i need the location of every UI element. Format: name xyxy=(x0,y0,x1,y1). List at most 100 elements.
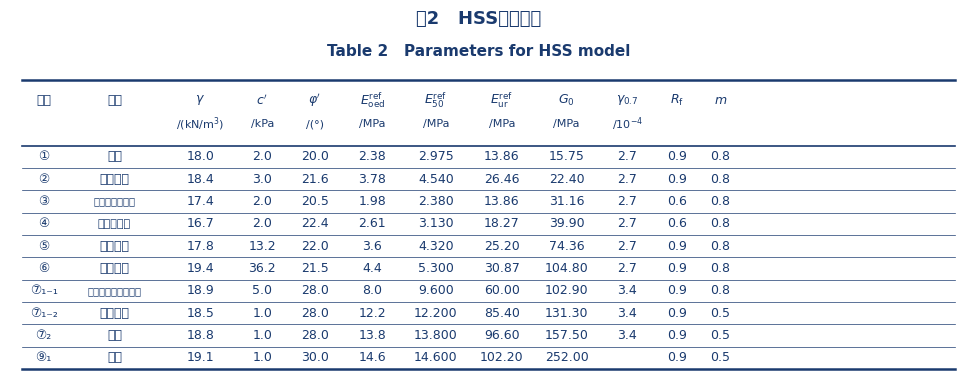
Text: 60.00: 60.00 xyxy=(484,284,520,297)
Text: 30.87: 30.87 xyxy=(484,262,520,275)
Text: 4.320: 4.320 xyxy=(418,240,454,253)
Text: 0.9: 0.9 xyxy=(668,307,688,320)
Text: 13.2: 13.2 xyxy=(248,240,276,253)
Text: 17.8: 17.8 xyxy=(186,240,214,253)
Text: 0.8: 0.8 xyxy=(711,284,731,297)
Text: ①: ① xyxy=(38,150,50,163)
Text: 17.4: 17.4 xyxy=(186,195,214,208)
Text: 0.9: 0.9 xyxy=(668,352,688,364)
Text: 39.90: 39.90 xyxy=(549,217,584,230)
Text: 粉质黏土: 粉质黏土 xyxy=(100,262,129,275)
Text: ④: ④ xyxy=(38,217,50,230)
Text: 3.130: 3.130 xyxy=(418,217,454,230)
Text: 0.6: 0.6 xyxy=(668,195,688,208)
Text: 13.86: 13.86 xyxy=(484,150,520,163)
Text: $E_{\mathrm{ur}}^{\mathrm{ref}}$: $E_{\mathrm{ur}}^{\mathrm{ref}}$ xyxy=(490,91,513,110)
Text: ③: ③ xyxy=(38,195,50,208)
Text: /kPa: /kPa xyxy=(251,119,274,129)
Text: 20.0: 20.0 xyxy=(301,150,329,163)
Text: 3.6: 3.6 xyxy=(362,240,382,253)
Text: 0.8: 0.8 xyxy=(711,217,731,230)
Text: 表2   HSS模型参数: 表2 HSS模型参数 xyxy=(417,10,541,28)
Text: 名称: 名称 xyxy=(107,94,122,107)
Text: 淤泥质黏土: 淤泥质黏土 xyxy=(98,219,131,229)
Text: 18.8: 18.8 xyxy=(186,329,214,342)
Text: 21.5: 21.5 xyxy=(301,262,329,275)
Text: 黏质粉土夹粉质黏土: 黏质粉土夹粉质黏土 xyxy=(87,286,142,296)
Text: 8.0: 8.0 xyxy=(362,284,382,297)
Text: /(°): /(°) xyxy=(306,119,324,129)
Text: $G_0$: $G_0$ xyxy=(559,93,575,108)
Text: ⑦₁₋₂: ⑦₁₋₂ xyxy=(30,307,57,320)
Text: 16.7: 16.7 xyxy=(186,217,214,230)
Text: $\varphi'$: $\varphi'$ xyxy=(308,92,322,109)
Text: 0.5: 0.5 xyxy=(711,307,731,320)
Text: 2.7: 2.7 xyxy=(617,217,637,230)
Text: /MPa: /MPa xyxy=(554,119,580,129)
Text: 0.8: 0.8 xyxy=(711,262,731,275)
Text: 2.380: 2.380 xyxy=(418,195,454,208)
Text: $\gamma_{0.7}$: $\gamma_{0.7}$ xyxy=(616,93,638,107)
Text: ②: ② xyxy=(38,173,50,186)
Text: Table 2   Parameters for HSS model: Table 2 Parameters for HSS model xyxy=(328,44,630,59)
Text: 2.7: 2.7 xyxy=(617,262,637,275)
Text: 1.0: 1.0 xyxy=(252,307,272,320)
Text: 13.8: 13.8 xyxy=(358,329,386,342)
Text: ⑦₂: ⑦₂ xyxy=(35,329,52,342)
Text: /(kN/m$^3$): /(kN/m$^3$) xyxy=(176,115,224,133)
Text: $E_{50}^{\mathrm{ref}}$: $E_{50}^{\mathrm{ref}}$ xyxy=(424,91,447,110)
Text: 104.80: 104.80 xyxy=(545,262,588,275)
Text: 252.00: 252.00 xyxy=(545,352,588,364)
Text: 2.0: 2.0 xyxy=(252,195,272,208)
Text: 2.0: 2.0 xyxy=(252,150,272,163)
Text: 3.4: 3.4 xyxy=(617,284,637,297)
Text: 22.4: 22.4 xyxy=(301,217,329,230)
Text: 2.7: 2.7 xyxy=(617,173,637,186)
Text: 14.6: 14.6 xyxy=(358,352,386,364)
Text: 沙质粉土: 沙质粉土 xyxy=(100,307,129,320)
Text: 2.0: 2.0 xyxy=(252,217,272,230)
Text: $\gamma$: $\gamma$ xyxy=(195,93,205,107)
Text: 0.5: 0.5 xyxy=(711,352,731,364)
Text: 粉砂: 粉砂 xyxy=(107,329,122,342)
Text: 12.200: 12.200 xyxy=(414,307,458,320)
Text: 26.46: 26.46 xyxy=(484,173,519,186)
Text: 18.4: 18.4 xyxy=(186,173,214,186)
Text: 31.16: 31.16 xyxy=(549,195,584,208)
Text: 19.4: 19.4 xyxy=(187,262,214,275)
Text: 30.0: 30.0 xyxy=(301,352,329,364)
Text: 102.90: 102.90 xyxy=(545,284,588,297)
Text: 0.9: 0.9 xyxy=(668,262,688,275)
Text: ⑨₁: ⑨₁ xyxy=(35,352,52,364)
Text: 1.98: 1.98 xyxy=(358,195,386,208)
Text: ⑦₁₋₁: ⑦₁₋₁ xyxy=(30,284,57,297)
Text: 2.7: 2.7 xyxy=(617,195,637,208)
Text: 0.9: 0.9 xyxy=(668,173,688,186)
Text: /MPa: /MPa xyxy=(359,119,385,129)
Text: 3.78: 3.78 xyxy=(358,173,386,186)
Text: 3.0: 3.0 xyxy=(252,173,272,186)
Text: 粉砂: 粉砂 xyxy=(107,352,122,364)
Text: 18.5: 18.5 xyxy=(186,307,214,320)
Text: ⑤: ⑤ xyxy=(38,240,50,253)
Text: 85.40: 85.40 xyxy=(484,307,520,320)
Text: /MPa: /MPa xyxy=(489,119,515,129)
Text: 25.20: 25.20 xyxy=(484,240,520,253)
Text: 0.9: 0.9 xyxy=(668,150,688,163)
Text: 2.7: 2.7 xyxy=(617,240,637,253)
Text: $R_{\mathrm{f}}$: $R_{\mathrm{f}}$ xyxy=(671,93,685,108)
Text: 21.6: 21.6 xyxy=(301,173,329,186)
Text: 18.9: 18.9 xyxy=(186,284,214,297)
Text: 19.1: 19.1 xyxy=(187,352,214,364)
Text: 4.4: 4.4 xyxy=(362,262,382,275)
Text: 0.9: 0.9 xyxy=(668,329,688,342)
Text: 157.50: 157.50 xyxy=(544,329,588,342)
Text: 土层: 土层 xyxy=(36,94,51,107)
Text: 3.4: 3.4 xyxy=(617,307,637,320)
Text: 0.6: 0.6 xyxy=(668,217,688,230)
Text: 填土: 填土 xyxy=(107,150,122,163)
Text: 14.600: 14.600 xyxy=(414,352,458,364)
Text: $c'$: $c'$ xyxy=(257,93,268,108)
Text: 0.8: 0.8 xyxy=(711,173,731,186)
Text: $E_{\mathrm{oed}}^{\mathrm{ref}}$: $E_{\mathrm{oed}}^{\mathrm{ref}}$ xyxy=(359,91,385,110)
